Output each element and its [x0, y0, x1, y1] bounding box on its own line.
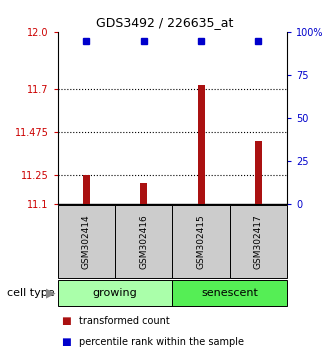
Text: GSM302416: GSM302416	[139, 214, 148, 269]
Bar	[140, 183, 147, 204]
Text: GDS3492 / 226635_at: GDS3492 / 226635_at	[96, 16, 234, 29]
Text: transformed count: transformed count	[79, 316, 170, 326]
Text: ■: ■	[61, 337, 71, 347]
Text: percentile rank within the sample: percentile rank within the sample	[79, 337, 244, 347]
Text: ■: ■	[61, 316, 71, 326]
Text: growing: growing	[93, 288, 138, 298]
Text: ▶: ▶	[46, 286, 56, 299]
Text: senescent: senescent	[201, 288, 258, 298]
Text: GSM302414: GSM302414	[82, 214, 91, 269]
Text: GSM302415: GSM302415	[197, 214, 206, 269]
Bar	[83, 175, 90, 204]
Bar	[198, 85, 205, 204]
Text: GSM302417: GSM302417	[254, 214, 263, 269]
Bar	[255, 141, 262, 204]
Text: cell type: cell type	[7, 288, 54, 298]
